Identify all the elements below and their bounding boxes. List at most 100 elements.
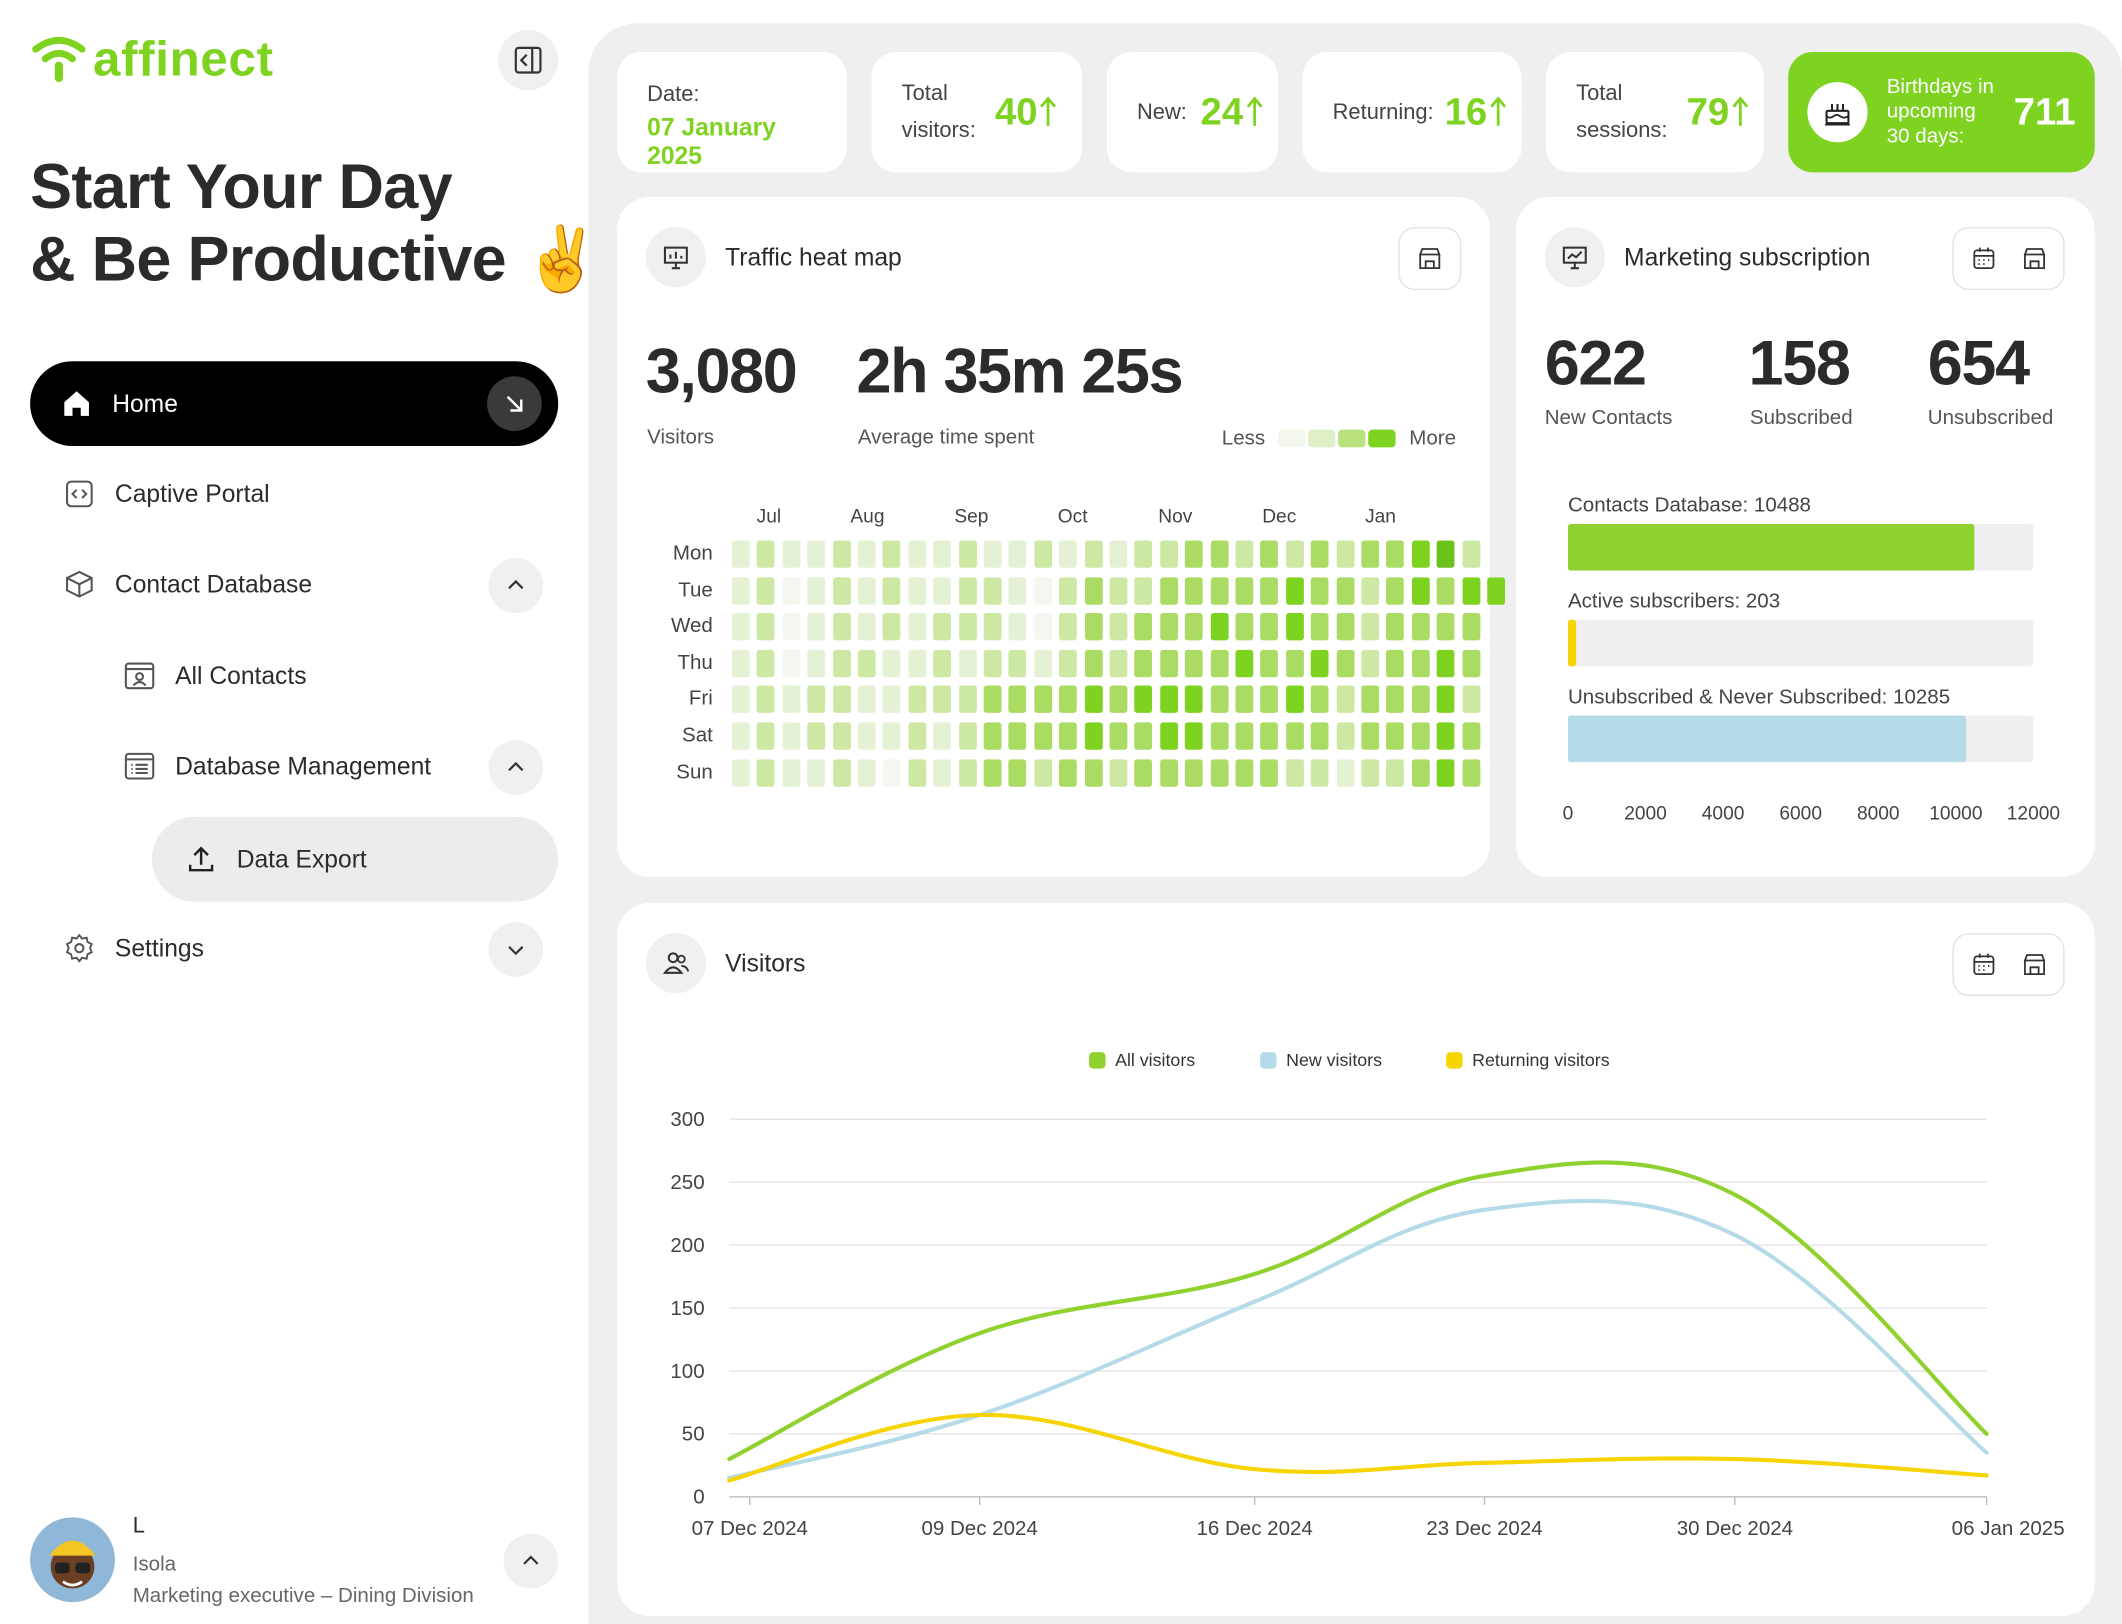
heatmap-cell[interactable] bbox=[1185, 613, 1203, 641]
heatmap-cell[interactable] bbox=[1008, 540, 1027, 568]
heatmap-cell[interactable] bbox=[807, 722, 826, 750]
heatmap-cell[interactable] bbox=[983, 758, 1002, 787]
series-line-new-visitors[interactable] bbox=[727, 1198, 1989, 1480]
heatmap-cell[interactable] bbox=[1462, 686, 1480, 714]
heatmap-cell[interactable] bbox=[1134, 613, 1153, 641]
heatmap-cell[interactable] bbox=[832, 576, 851, 605]
heatmap-cell[interactable] bbox=[857, 758, 876, 787]
legend-returning-visitors[interactable]: Returning visitors bbox=[1446, 1049, 1610, 1070]
heatmap-cell[interactable] bbox=[1134, 649, 1153, 677]
heatmap-cell[interactable] bbox=[857, 686, 876, 714]
heatmap-cell[interactable] bbox=[1310, 722, 1329, 750]
heatmap-cell[interactable] bbox=[908, 722, 926, 750]
heatmap-cell[interactable] bbox=[883, 540, 901, 568]
heatmap-cell[interactable] bbox=[757, 722, 775, 750]
heatmap-cell[interactable] bbox=[757, 758, 775, 787]
contact-database-toggle[interactable] bbox=[488, 558, 544, 613]
heatmap-cell[interactable] bbox=[1462, 722, 1480, 750]
heatmap-cell[interactable] bbox=[1109, 686, 1128, 714]
heatmap-cell[interactable] bbox=[883, 758, 901, 787]
store-icon[interactable] bbox=[2022, 246, 2047, 271]
heatmap-cell[interactable] bbox=[1084, 722, 1103, 750]
heatmap-cell[interactable] bbox=[1059, 540, 1078, 568]
heatmap-cell[interactable] bbox=[1260, 576, 1279, 605]
heatmap-cell[interactable] bbox=[857, 649, 876, 677]
collapse-sidebar-button[interactable] bbox=[498, 30, 559, 91]
heatmap-cell[interactable] bbox=[1462, 576, 1480, 605]
heatmap-cell[interactable] bbox=[1361, 686, 1380, 714]
heatmap-cell[interactable] bbox=[832, 722, 851, 750]
heatmap-cell[interactable] bbox=[1210, 758, 1229, 787]
heatmap-cell[interactable] bbox=[1310, 686, 1329, 714]
heatmap-cell[interactable] bbox=[1361, 649, 1380, 677]
heatmap-cell[interactable] bbox=[1008, 686, 1027, 714]
user-menu-toggle[interactable] bbox=[503, 1533, 559, 1589]
arrow-down-right-icon[interactable] bbox=[487, 376, 542, 431]
kpi-birthdays[interactable]: Birthdays in upcoming 30 days: 711 bbox=[1788, 51, 2095, 173]
heatmap-cell[interactable] bbox=[983, 613, 1002, 641]
heatmap-cell[interactable] bbox=[908, 613, 926, 641]
heatmap-cell[interactable] bbox=[1084, 649, 1103, 677]
heatmap-cell[interactable] bbox=[1084, 540, 1103, 568]
legend-new-visitors[interactable]: New visitors bbox=[1260, 1049, 1382, 1070]
brand-logo[interactable]: affinect bbox=[30, 30, 274, 87]
heatmap-cell[interactable] bbox=[731, 540, 750, 568]
heatmap-cell[interactable] bbox=[1084, 576, 1103, 605]
heatmap-cell[interactable] bbox=[983, 649, 1002, 677]
heatmap-cell[interactable] bbox=[1285, 576, 1304, 605]
heatmap-cell[interactable] bbox=[1059, 758, 1078, 787]
heatmap-cell[interactable] bbox=[1285, 613, 1304, 641]
heatmap-cell[interactable] bbox=[832, 540, 851, 568]
heatmap-cell[interactable] bbox=[807, 540, 826, 568]
heatmap-cell[interactable] bbox=[1285, 649, 1304, 677]
heatmap-cell[interactable] bbox=[731, 758, 750, 787]
heatmap-cell[interactable] bbox=[1310, 540, 1329, 568]
heatmap-cell[interactable] bbox=[1034, 758, 1052, 787]
heatmap-cell[interactable] bbox=[1411, 686, 1430, 714]
heatmap-cell[interactable] bbox=[1386, 576, 1405, 605]
heatmap-cell[interactable] bbox=[1260, 758, 1279, 787]
heatmap-cell[interactable] bbox=[857, 613, 876, 641]
heatmap-cell[interactable] bbox=[1336, 686, 1354, 714]
heatmap-cell[interactable] bbox=[1159, 576, 1178, 605]
store-icon[interactable] bbox=[2022, 952, 2047, 977]
heatmap-cell[interactable] bbox=[958, 722, 977, 750]
series-line-all-visitors[interactable] bbox=[727, 1160, 1989, 1462]
heatmap-cell[interactable] bbox=[757, 686, 775, 714]
heatmap-cell[interactable] bbox=[908, 686, 926, 714]
heatmap-cell[interactable] bbox=[1436, 540, 1455, 568]
heatmap-cell[interactable] bbox=[883, 613, 901, 641]
heatmap-cell[interactable] bbox=[983, 722, 1002, 750]
sidebar-item-data-export[interactable]: Data Export bbox=[151, 816, 559, 902]
heatmap-cell[interactable] bbox=[1185, 686, 1203, 714]
heatmap-cell[interactable] bbox=[1336, 649, 1354, 677]
sidebar-item-all-contacts[interactable]: All Contacts bbox=[123, 658, 307, 694]
heatmap-cell[interactable] bbox=[757, 576, 775, 605]
heatmap-cell[interactable] bbox=[1059, 722, 1078, 750]
heatmap-cell[interactable] bbox=[1034, 540, 1052, 568]
heatmap-cell[interactable] bbox=[1008, 613, 1027, 641]
heatmap-cell[interactable] bbox=[1159, 686, 1178, 714]
heatmap-cell[interactable] bbox=[731, 722, 750, 750]
database-management-toggle[interactable] bbox=[488, 740, 544, 795]
heatmap-cell[interactable] bbox=[908, 576, 926, 605]
heatmap-cell[interactable] bbox=[1185, 540, 1203, 568]
legend-all-visitors[interactable]: All visitors bbox=[1089, 1049, 1195, 1070]
heatmap-cell[interactable] bbox=[782, 649, 801, 677]
heatmap-cell[interactable] bbox=[983, 686, 1002, 714]
heatmap-cell[interactable] bbox=[1436, 576, 1455, 605]
heatmap-cell[interactable] bbox=[1084, 758, 1103, 787]
heatmap-cell[interactable] bbox=[1235, 576, 1254, 605]
heatmap-cell[interactable] bbox=[1386, 613, 1405, 641]
heatmap-cell[interactable] bbox=[1386, 758, 1405, 787]
heatmap-cell[interactable] bbox=[1159, 613, 1178, 641]
heatmap-cell[interactable] bbox=[1310, 576, 1329, 605]
heatmap-cell[interactable] bbox=[908, 758, 926, 787]
heatmap-cell[interactable] bbox=[1109, 613, 1128, 641]
heatmap-cell[interactable] bbox=[782, 722, 801, 750]
heatmap-cell[interactable] bbox=[1159, 540, 1178, 568]
heatmap-cell[interactable] bbox=[1059, 576, 1078, 605]
sidebar-item-home[interactable]: Home bbox=[30, 361, 559, 447]
heatmap-cell[interactable] bbox=[1310, 649, 1329, 677]
heatmap-cell[interactable] bbox=[1034, 686, 1052, 714]
